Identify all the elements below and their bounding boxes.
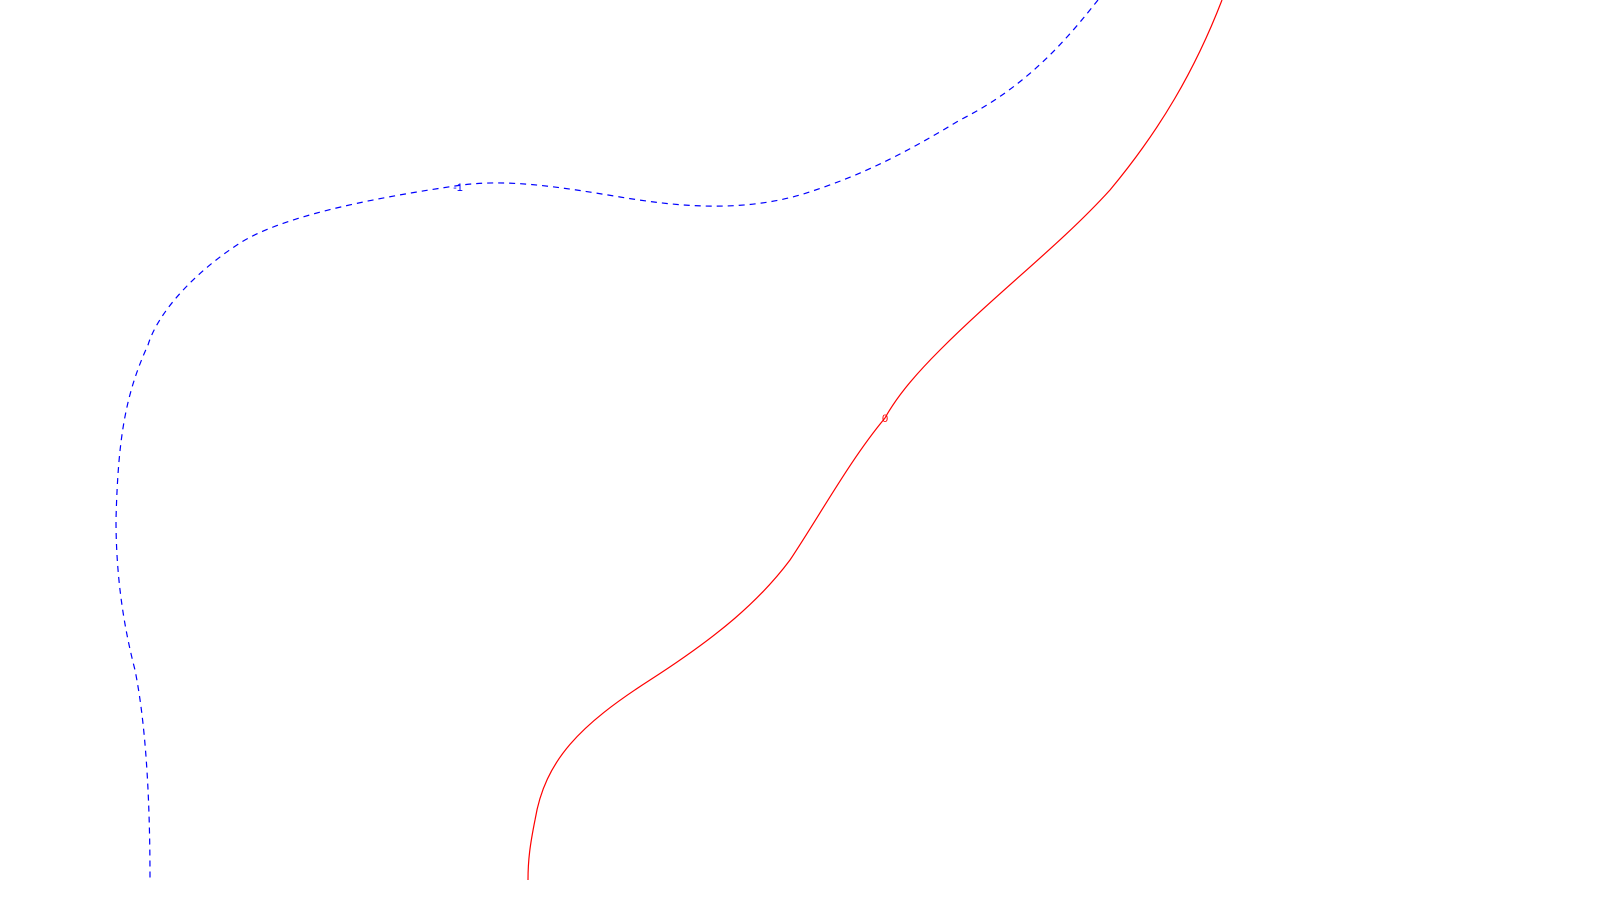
contour-label-negative-one: -1 (453, 182, 463, 194)
contour-line-negative-one (115, 0, 1099, 881)
contour-line-zero (527, 0, 1223, 881)
contour-label-zero: 0 (882, 413, 888, 425)
